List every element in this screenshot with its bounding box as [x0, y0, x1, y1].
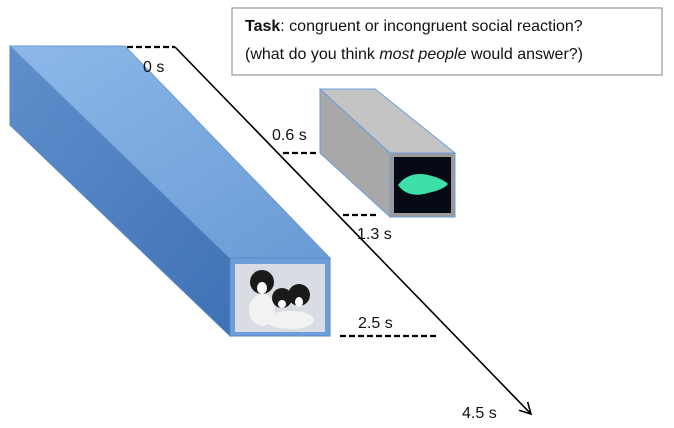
hint-start: (what do you think — [245, 46, 376, 63]
time-label: 1.3 s — [357, 226, 392, 243]
time-label: 4.5 s — [462, 405, 497, 422]
diagram: Task: congruent or incongruent social re… — [0, 0, 674, 423]
task-line: Task: congruent or incongruent social re… — [245, 18, 583, 35]
hint-line: (what do you think most people would ans… — [245, 46, 583, 63]
time-label: 0.6 s — [272, 127, 307, 144]
task-question: : congruent or incongruent social reacti… — [280, 18, 583, 35]
image-prism — [10, 46, 330, 336]
hint-end: would answer?) — [470, 46, 583, 63]
sound-prism — [320, 89, 455, 217]
time-label: 0 s — [143, 59, 164, 76]
time-label: 2.5 s — [358, 315, 393, 332]
task-label: Task — [245, 18, 280, 35]
hint-emphasis: most people — [379, 46, 466, 63]
